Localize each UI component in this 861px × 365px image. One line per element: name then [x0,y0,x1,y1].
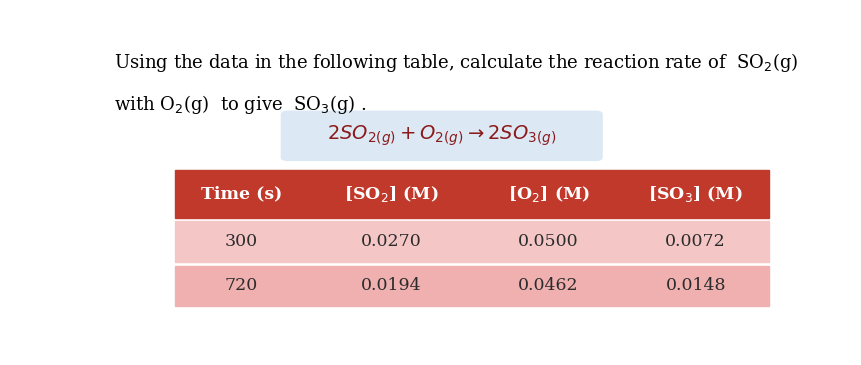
FancyBboxPatch shape [174,222,768,262]
Text: 0.0072: 0.0072 [665,233,725,250]
Text: with O$_{2}$(g)  to give  SO$_{3}$(g) .: with O$_{2}$(g) to give SO$_{3}$(g) . [115,93,367,116]
Text: 0.0270: 0.0270 [361,233,422,250]
Text: [O$_{2}$] (M): [O$_{2}$] (M) [507,184,589,204]
FancyBboxPatch shape [174,266,768,306]
Text: 720: 720 [225,277,257,295]
Text: 0.0194: 0.0194 [361,277,422,295]
FancyBboxPatch shape [281,111,602,161]
Text: Using the data in the following table, calculate the reaction rate of  SO$_{2}$(: Using the data in the following table, c… [115,51,797,74]
Text: Time (s): Time (s) [201,186,282,203]
Text: 0.0462: 0.0462 [517,277,579,295]
Text: 0.0500: 0.0500 [517,233,579,250]
Text: [SO$_{3}$] (M): [SO$_{3}$] (M) [647,184,742,204]
Text: $\mathit{2SO}_{2(g)} + \mathit{O}_{2(g)} \rightarrow \mathit{2SO}_{3(g)}$: $\mathit{2SO}_{2(g)} + \mathit{O}_{2(g)}… [326,124,556,148]
Text: [SO$_{2}$] (M): [SO$_{2}$] (M) [344,184,438,204]
Text: 300: 300 [225,233,257,250]
Text: 0.0148: 0.0148 [665,277,725,295]
FancyBboxPatch shape [174,170,768,218]
